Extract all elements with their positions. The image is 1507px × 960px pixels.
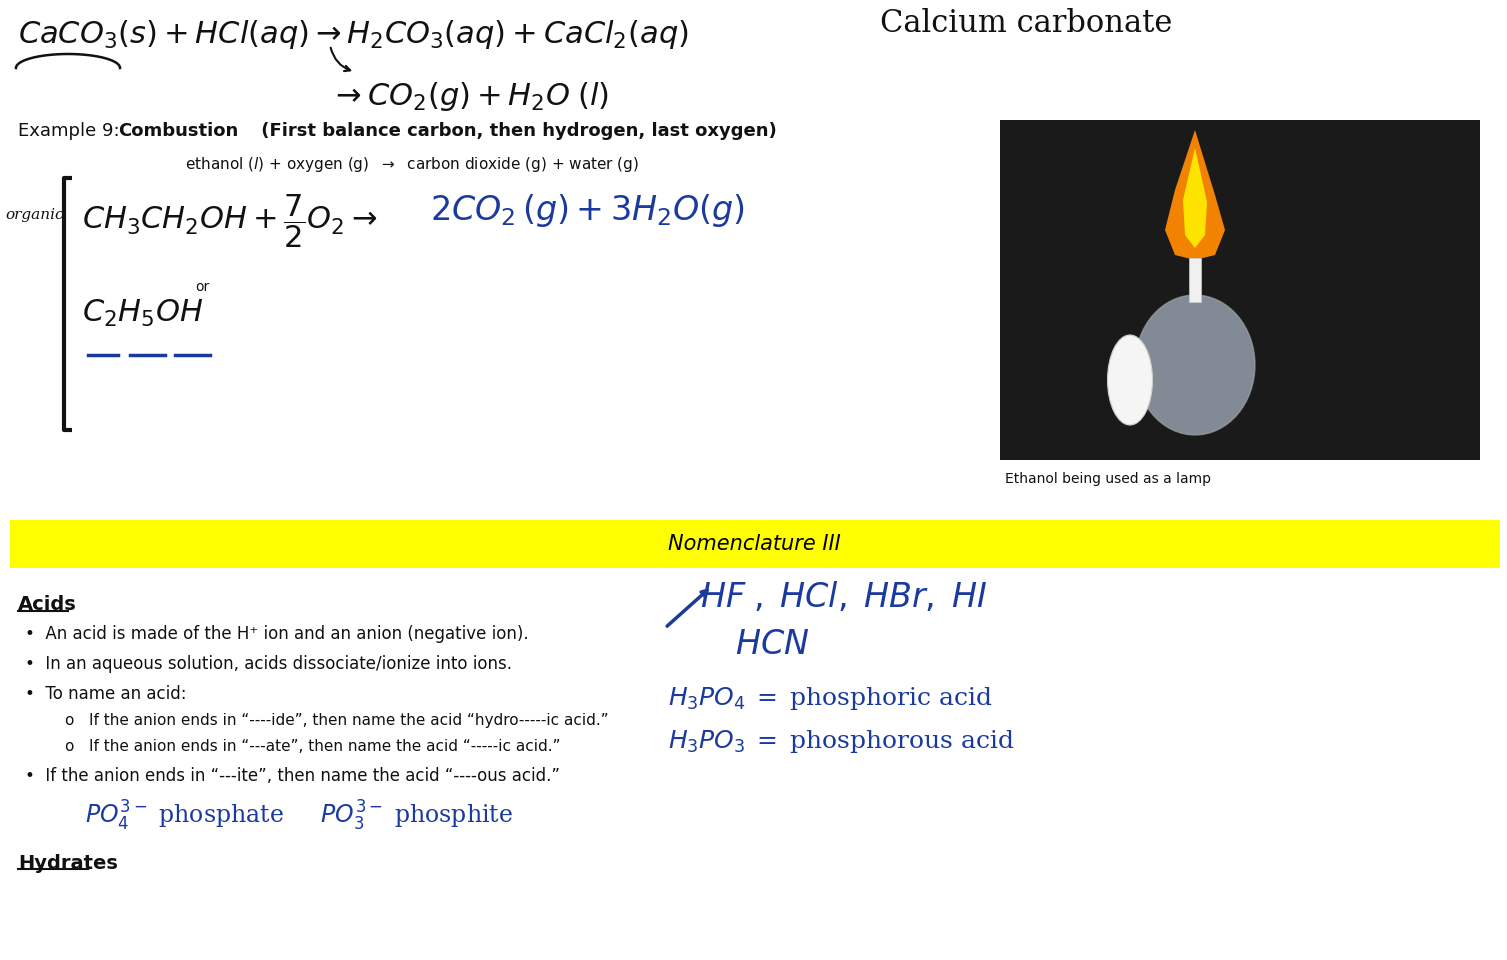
Text: ethanol ($\mathit{l}$) + oxygen (g)  $\rightarrow$  carbon dioxide (g) + water (: ethanol ($\mathit{l}$) + oxygen (g) $\ri… — [185, 155, 639, 174]
Bar — [11, 520, 1499, 568]
Text: (First balance carbon, then hydrogen, last oxygen): (First balance carbon, then hydrogen, la… — [231, 122, 776, 140]
Text: •  An acid is made of the H⁺ ion and an anion (negative ion).: • An acid is made of the H⁺ ion and an a… — [26, 625, 529, 643]
Polygon shape — [1183, 148, 1207, 248]
Text: $H_3PO_4\;=\;$phosphoric acid: $H_3PO_4\;=\;$phosphoric acid — [668, 685, 993, 712]
Text: $CaCO_3(s) + HCl(aq) \rightarrow H_2CO_3(aq) + CaCl_2(aq)$: $CaCO_3(s) + HCl(aq) \rightarrow H_2CO_3… — [18, 18, 689, 51]
Text: $PO_4^{3-}$ phosphate     $PO_3^{3-}$ phosphite: $PO_4^{3-}$ phosphate $PO_3^{3-}$ phosph… — [84, 799, 512, 833]
Text: Example 9:: Example 9: — [18, 122, 125, 140]
Text: •  If the anion ends in “---ite”, then name the acid “----ous acid.”: • If the anion ends in “---ite”, then na… — [26, 767, 561, 785]
Text: organic: organic — [5, 208, 63, 222]
Text: Acids: Acids — [18, 595, 77, 614]
Bar — [1001, 120, 1480, 460]
Ellipse shape — [1135, 295, 1255, 435]
Text: $HF\;,\;HCl,\;HBr,\;HI$: $HF\;,\;HCl,\;HBr,\;HI$ — [699, 580, 987, 614]
Polygon shape — [1165, 130, 1225, 260]
Text: Ethanol being used as a lamp: Ethanol being used as a lamp — [1005, 472, 1212, 486]
Text: Hydrates: Hydrates — [18, 854, 118, 873]
Text: or: or — [194, 280, 209, 294]
Ellipse shape — [1108, 335, 1153, 425]
Text: •  In an aqueous solution, acids dissociate/ionize into ions.: • In an aqueous solution, acids dissocia… — [26, 655, 512, 673]
Text: $C_2H_5OH$: $C_2H_5OH$ — [81, 298, 203, 329]
Text: $H_3PO_3\;=\;$phosphorous acid: $H_3PO_3\;=\;$phosphorous acid — [668, 728, 1014, 755]
Text: $\rightarrow CO_2(g) + H_2O\;(l)$: $\rightarrow CO_2(g) + H_2O\;(l)$ — [330, 80, 609, 113]
Text: o   If the anion ends in “---ate”, then name the acid “-----ic acid.”: o If the anion ends in “---ate”, then na… — [65, 739, 561, 754]
Text: Nomenclature III: Nomenclature III — [668, 534, 841, 554]
Text: o   If the anion ends in “----ide”, then name the acid “hydro-----ic acid.”: o If the anion ends in “----ide”, then n… — [65, 713, 609, 728]
Text: •  To name an acid:: • To name an acid: — [26, 685, 187, 703]
Text: $HCN$: $HCN$ — [735, 628, 809, 661]
Text: $2CO_2\,(g) + 3H_2O(g)$: $2CO_2\,(g) + 3H_2O(g)$ — [429, 192, 744, 229]
Text: Calcium carbonate: Calcium carbonate — [880, 8, 1172, 39]
Text: Combustion: Combustion — [118, 122, 238, 140]
Text: $CH_3CH_2OH + \dfrac{7}{2}O_2 \rightarrow$: $CH_3CH_2OH + \dfrac{7}{2}O_2 \rightarro… — [81, 192, 377, 250]
Bar — [1189, 258, 1201, 302]
